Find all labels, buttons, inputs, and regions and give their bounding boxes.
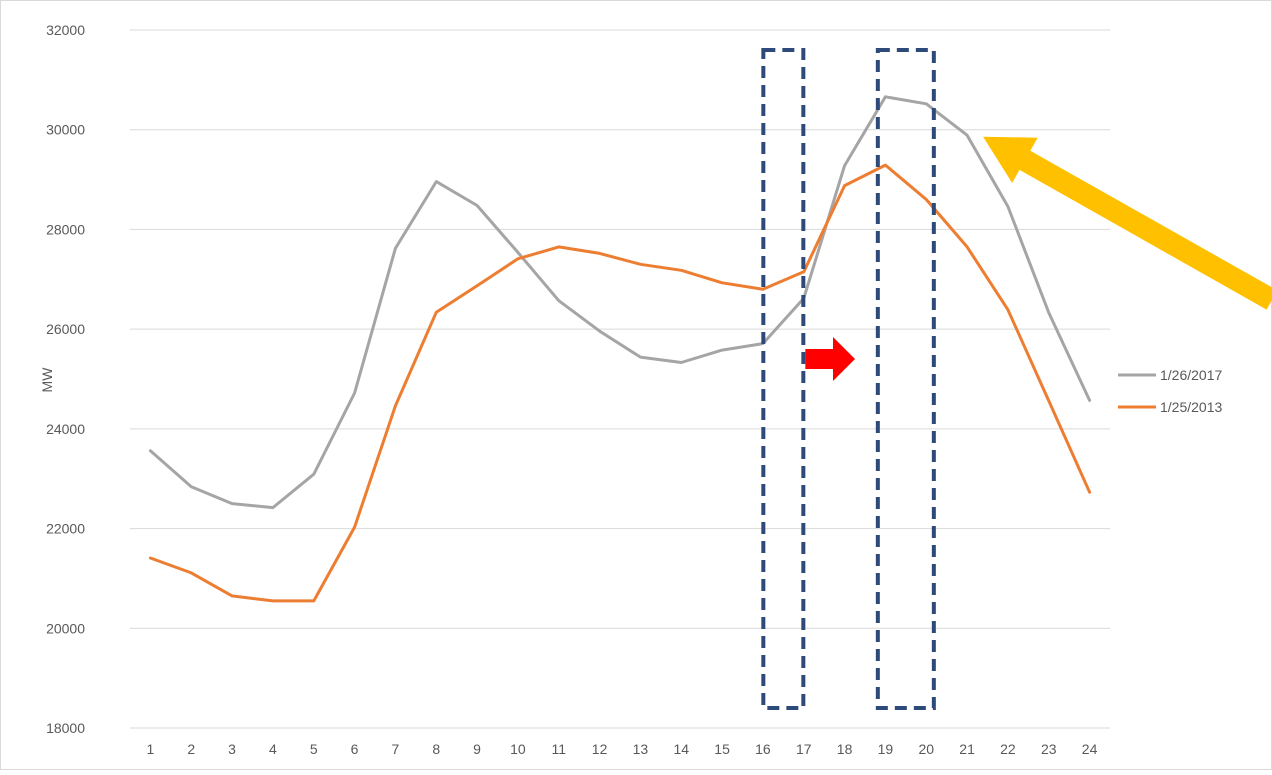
annotations [761, 48, 1272, 710]
legend: 1/26/2017 1/25/2013 [1118, 367, 1222, 415]
x-tick-label: 17 [796, 741, 812, 757]
x-tick-label: 19 [878, 741, 894, 757]
x-tick-label: 12 [592, 741, 608, 757]
x-tick-label: 4 [269, 741, 277, 757]
x-tick-label: 5 [310, 741, 318, 757]
highlight-box [875, 48, 936, 710]
legend-label: 1/26/2017 [1160, 367, 1222, 383]
red-arrow [805, 337, 855, 382]
highlight-box [761, 48, 806, 710]
x-tick-label: 9 [473, 741, 481, 757]
x-tick-label: 24 [1082, 741, 1098, 757]
y-axis-label: MW [39, 367, 55, 393]
x-tick-label: 14 [673, 741, 689, 757]
x-tick-label: 6 [351, 741, 359, 757]
y-tick-label: 30000 [46, 122, 85, 138]
x-axis-tick-labels: 1 2 3 4 5 6 7 8 9 10 11 12 13 14 15 16 17 18 19 20 21 22 23 24 [147, 741, 1098, 757]
x-tick-label: 18 [837, 741, 853, 757]
legend-label: 1/25/2013 [1160, 399, 1222, 415]
x-tick-label: 11 [551, 741, 566, 757]
x-tick-label: 8 [432, 741, 440, 757]
x-tick-label: 21 [959, 741, 975, 757]
x-tick-label: 2 [187, 741, 195, 757]
y-tick-label: 26000 [46, 321, 85, 337]
y-tick-label: 32000 [46, 22, 85, 38]
y-tick-label: 28000 [46, 221, 85, 237]
x-tick-label: 16 [755, 741, 771, 757]
x-tick-label: 23 [1041, 741, 1057, 757]
x-tick-label: 20 [918, 741, 934, 757]
y-axis-tick-labels: 18000 20000 22000 24000 26000 28000 30000 32000 [46, 22, 85, 736]
gridlines [130, 29, 1110, 729]
x-tick-label: 13 [633, 741, 649, 757]
yellow-arrow [983, 136, 1272, 310]
x-tick-label: 22 [1000, 741, 1016, 757]
y-tick-label: 18000 [46, 720, 85, 736]
y-tick-label: 20000 [46, 620, 85, 636]
x-tick-label: 7 [392, 741, 400, 757]
x-tick-label: 10 [510, 741, 526, 757]
y-tick-label: 24000 [46, 421, 85, 437]
x-tick-label: 1 [147, 741, 155, 757]
x-tick-label: 3 [228, 741, 236, 757]
x-tick-label: 15 [714, 741, 730, 757]
y-tick-label: 22000 [46, 521, 85, 537]
